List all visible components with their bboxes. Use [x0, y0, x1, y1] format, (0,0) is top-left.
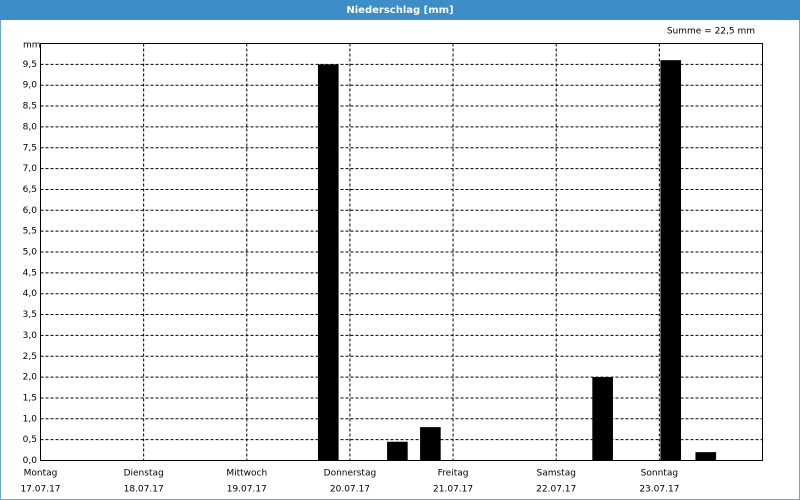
bar	[420, 427, 441, 461]
y-tick-label: 8,5	[23, 102, 37, 112]
y-tick-label: 7,0	[23, 164, 38, 174]
y-tick-label: 0,5	[23, 435, 37, 445]
x-tick-label: Mittwoch	[226, 469, 267, 479]
bar	[660, 60, 682, 461]
x-tick-date: 21.07.17	[433, 485, 473, 495]
y-tick-label: 8,0	[23, 122, 38, 132]
x-tick-date: 18.07.17	[124, 485, 164, 495]
bar	[592, 377, 613, 461]
y-tick-label: 1,0	[23, 414, 38, 424]
x-tick-label: Samstag	[536, 469, 575, 479]
x-tick-date: 17.07.17	[20, 485, 60, 495]
y-tick-label: 7,5	[23, 143, 37, 153]
x-tick-date: 22.07.17	[536, 485, 576, 495]
plot-area	[40, 43, 763, 461]
chart-title: Niederschlag [mm]	[346, 5, 453, 16]
title-bar	[0, 0, 800, 20]
x-tick-label: Donnerstag	[324, 469, 377, 479]
x-tick-label: Dienstag	[124, 469, 164, 479]
y-tick-label: 9,5	[23, 60, 37, 70]
x-tick-label: Montag	[24, 469, 58, 479]
y-tick-label: 9,0	[23, 81, 38, 91]
x-tick-date: 23.07.17	[639, 485, 679, 495]
x-tick-date: 20.07.17	[330, 485, 370, 495]
bar	[695, 452, 717, 461]
y-tick-label: 2,0	[23, 373, 38, 383]
y-axis-label: mm	[23, 41, 41, 51]
y-tick-label: 3,5	[23, 310, 37, 320]
y-tick-label: 5,0	[23, 248, 38, 258]
y-tick-label: 2,5	[23, 352, 37, 362]
y-tick-label: 0,0	[23, 456, 38, 466]
bar	[387, 441, 408, 461]
plot-border	[40, 43, 763, 461]
y-tick-label: 6,0	[23, 206, 38, 216]
bar	[317, 64, 339, 461]
x-tick-label: Sonntag	[641, 469, 678, 479]
y-tick-label: 1,5	[23, 393, 37, 403]
x-tick-date: 19.07.17	[227, 485, 267, 495]
y-tick-label: 4,5	[23, 268, 37, 278]
x-tick-label: Freitag	[438, 469, 469, 479]
y-tick-label: 3,0	[23, 331, 38, 341]
y-tick-label: 4,0	[23, 289, 38, 299]
annotation: Summe = 22,5 mm	[667, 27, 755, 37]
y-tick-label: 6,5	[23, 185, 37, 195]
y-tick-label: 5,5	[23, 227, 37, 237]
